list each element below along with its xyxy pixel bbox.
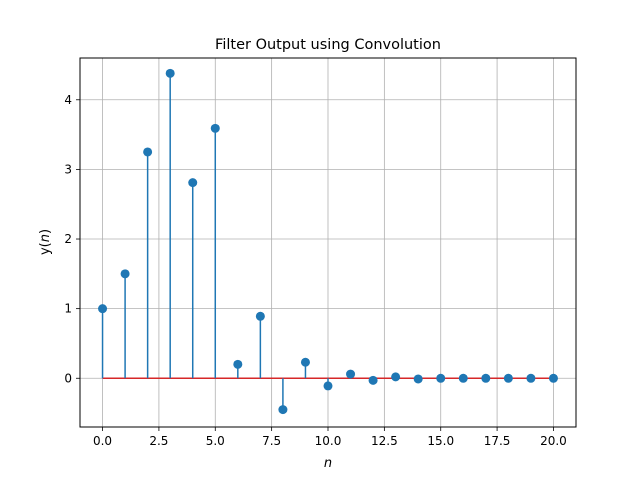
- data-point: [458, 373, 468, 383]
- y-tick-label: 4: [64, 93, 72, 107]
- data-point: [255, 311, 265, 321]
- data-point: [346, 369, 356, 379]
- y-tick-label: 2: [64, 232, 72, 246]
- y-tick-label: 0: [64, 371, 72, 385]
- y-axis-label: y(n): [38, 229, 53, 255]
- chart-title: Filter Output using Convolution: [215, 37, 441, 53]
- data-point: [300, 357, 310, 367]
- data-point: [526, 373, 536, 383]
- data-point: [436, 373, 446, 383]
- data-point: [120, 269, 130, 279]
- data-point: [368, 375, 378, 385]
- x-tick-label: 12.5: [371, 434, 398, 448]
- data-point: [233, 359, 243, 369]
- x-tick-label: 5.0: [206, 434, 225, 448]
- data-point: [391, 372, 401, 382]
- x-tick-label: 2.5: [149, 434, 168, 448]
- x-axis-label: n: [324, 456, 332, 471]
- x-tick-label: 7.5: [262, 434, 281, 448]
- data-point: [323, 381, 333, 391]
- ticks: [76, 99, 554, 431]
- data-point: [210, 123, 220, 133]
- data-point: [188, 178, 198, 188]
- x-tick-label: 10.0: [315, 434, 342, 448]
- data-point: [503, 373, 513, 383]
- data-point: [98, 304, 108, 314]
- tick-labels: 0.0 2.5 5.0 7.5 10.0 12.5 15.0 17.5 20.0 0 1 2 3 4: [64, 93, 566, 448]
- data-point: [143, 147, 153, 157]
- x-tick-label: 17.5: [484, 434, 511, 448]
- data-point: [278, 405, 288, 415]
- x-tick-label: 15.0: [427, 434, 454, 448]
- y-tick-label: 1: [64, 302, 72, 316]
- y-tick-label: 3: [64, 162, 72, 176]
- markers: [98, 68, 558, 415]
- x-tick-label: 20.0: [540, 434, 567, 448]
- data-point: [481, 373, 491, 383]
- data-point: [165, 68, 175, 78]
- data-point: [548, 373, 558, 383]
- grid: [80, 58, 576, 427]
- data-point: [413, 374, 423, 384]
- x-tick-label: 0.0: [93, 434, 112, 448]
